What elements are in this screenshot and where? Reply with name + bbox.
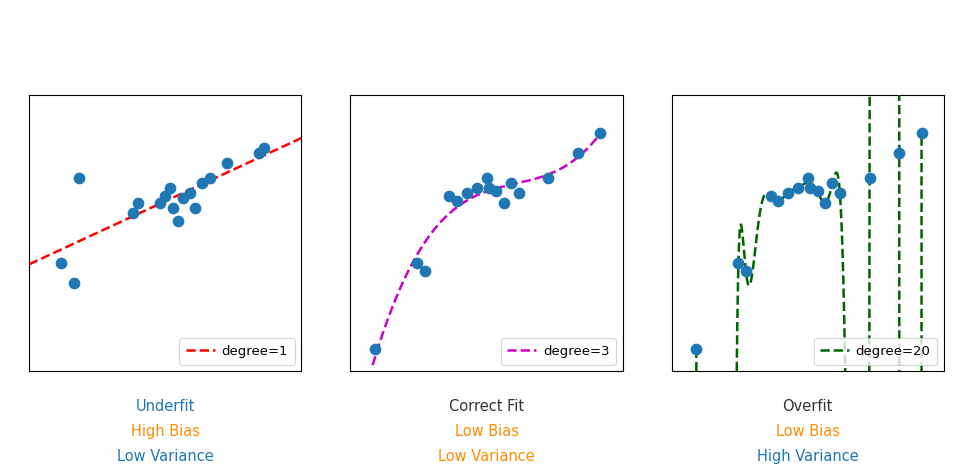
Text: High Variance: High Variance (757, 448, 858, 464)
Point (771, 197, 786, 204)
Text: Low Bias: Low Bias (454, 424, 519, 439)
Text: Correct Fit: Correct Fit (449, 399, 524, 414)
Point (195, 179, 210, 187)
Legend: degree=20: degree=20 (813, 338, 937, 365)
Point (162, 184, 178, 192)
Point (810, 187, 825, 194)
Point (482, 184, 497, 192)
Point (165, 204, 181, 212)
Point (158, 192, 173, 199)
Point (153, 199, 168, 207)
Point (442, 192, 457, 199)
Point (257, 144, 272, 152)
Point (541, 174, 557, 182)
Point (459, 189, 475, 197)
Point (570, 149, 586, 157)
Point (803, 184, 818, 192)
Point (511, 189, 526, 197)
Point (800, 174, 815, 182)
Point (182, 189, 198, 197)
Point (469, 184, 485, 192)
Point (496, 199, 512, 207)
Point (731, 259, 746, 267)
Point (175, 194, 191, 202)
Point (54, 259, 69, 267)
Point (252, 149, 268, 157)
Point (832, 189, 847, 197)
Point (170, 217, 186, 225)
Point (503, 179, 519, 187)
Point (780, 189, 796, 197)
Point (825, 179, 841, 187)
Point (126, 209, 141, 217)
Point (187, 204, 202, 212)
Point (689, 345, 704, 353)
Point (739, 267, 754, 275)
Point (219, 159, 234, 167)
Point (862, 174, 878, 182)
Text: Low Bias: Low Bias (775, 424, 840, 439)
Point (66, 279, 82, 287)
Legend: degree=1: degree=1 (179, 338, 295, 365)
Point (914, 129, 929, 137)
Point (449, 197, 464, 204)
Text: Overfit: Overfit (782, 399, 833, 414)
Point (817, 199, 833, 207)
Text: High Bias: High Bias (130, 424, 199, 439)
Point (130, 199, 146, 207)
Legend: degree=3: degree=3 (501, 338, 616, 365)
Text: Underfit: Underfit (135, 399, 195, 414)
Point (410, 259, 425, 267)
Text: Low Variance: Low Variance (117, 448, 214, 464)
Point (593, 129, 608, 137)
Point (416, 267, 432, 275)
Point (488, 187, 504, 194)
Point (479, 174, 494, 182)
Point (763, 192, 778, 199)
Point (202, 174, 218, 182)
Point (891, 149, 907, 157)
Point (368, 345, 383, 353)
Text: Low Variance: Low Variance (438, 448, 535, 464)
Point (790, 184, 806, 192)
Point (71, 174, 87, 182)
